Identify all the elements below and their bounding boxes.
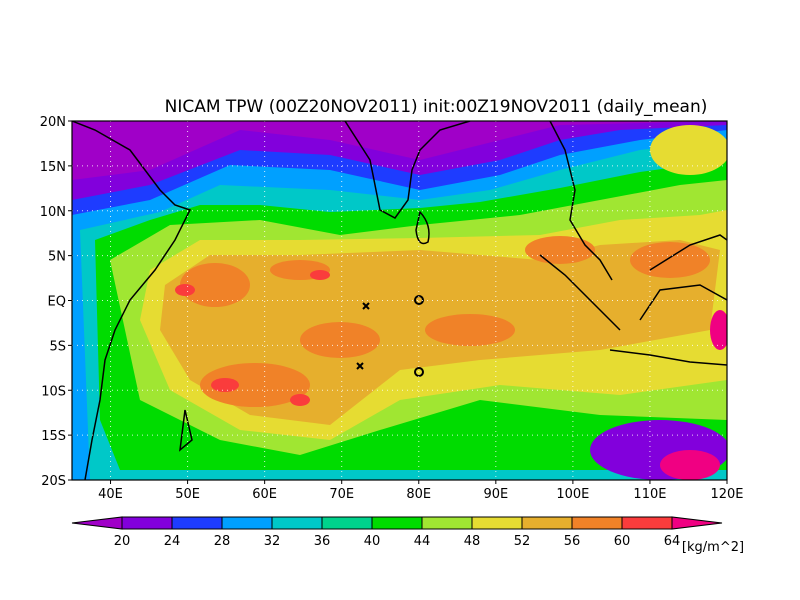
colorbar-segment [221, 516, 273, 530]
colorbar-segment [371, 516, 423, 530]
colorbar-unit: [kg/m^2] [682, 540, 744, 555]
lat-tick-label: 20S [41, 474, 66, 489]
colorbar: 20 24 28 32 36 40 44 48 52 56 60 64 [71, 516, 723, 549]
map-title: NICAM TPW (00Z20NOV2011) init:00Z19NOV20… [165, 97, 708, 117]
colorbar-tick-label: 32 [264, 534, 281, 549]
colorbar-segment [171, 516, 223, 530]
colorbar-tick-label: 56 [564, 534, 581, 549]
coastlines [72, 121, 727, 480]
colorbar-tick-label: 48 [464, 534, 481, 549]
lon-tick-label: 110E [633, 487, 666, 502]
colorbar-tick-label: 20 [114, 534, 131, 549]
colorbar-tick-label: 44 [414, 534, 431, 549]
colorbar-tick-label: 64 [664, 534, 681, 549]
colorbar-tick-label: 40 [364, 534, 381, 549]
colorbar-segment [421, 516, 473, 530]
colorbar-tick-label: 60 [614, 534, 631, 549]
colorbar-segment [471, 516, 523, 530]
lat-tick-label: 20N [40, 115, 66, 130]
map-frame [71, 120, 728, 481]
colorbar-segment [521, 516, 573, 530]
colorbar-tick-label: 52 [514, 534, 531, 549]
colorbar-segment [621, 516, 673, 530]
tpw-field [72, 121, 727, 480]
lat-tick-label: EQ [48, 295, 66, 310]
lat-tick-label: 10N [40, 205, 66, 220]
lat-tick-label: 15N [40, 160, 66, 175]
colorbar-segment [321, 516, 373, 530]
colorbar-extend-low [71, 516, 123, 530]
lon-tick-label: 60E [252, 487, 277, 502]
lon-tick-label: 100E [556, 487, 589, 502]
lat-tick-label: 5N [48, 250, 66, 265]
lon-tick-label: 80E [406, 487, 431, 502]
lon-tick-label: 90E [483, 487, 508, 502]
colorbar-segment [271, 516, 323, 530]
colorbar-tick-label: 28 [214, 534, 231, 549]
lat-tick-label: 5S [49, 339, 66, 354]
colorbar-segment [571, 516, 623, 530]
colorbar-tick-label: 24 [164, 534, 181, 549]
lat-tick-label: 10S [41, 384, 66, 399]
colorbar-tick-label: 36 [314, 534, 331, 549]
colorbar-segment [121, 516, 173, 530]
lon-tick-label: 70E [329, 487, 354, 502]
lat-tick-label: 15S [41, 429, 66, 444]
colorbar-extend-high [671, 516, 723, 530]
lon-tick-label: 50E [175, 487, 200, 502]
lon-tick-label: 120E [710, 487, 743, 502]
lon-tick-label: 40E [98, 487, 123, 502]
